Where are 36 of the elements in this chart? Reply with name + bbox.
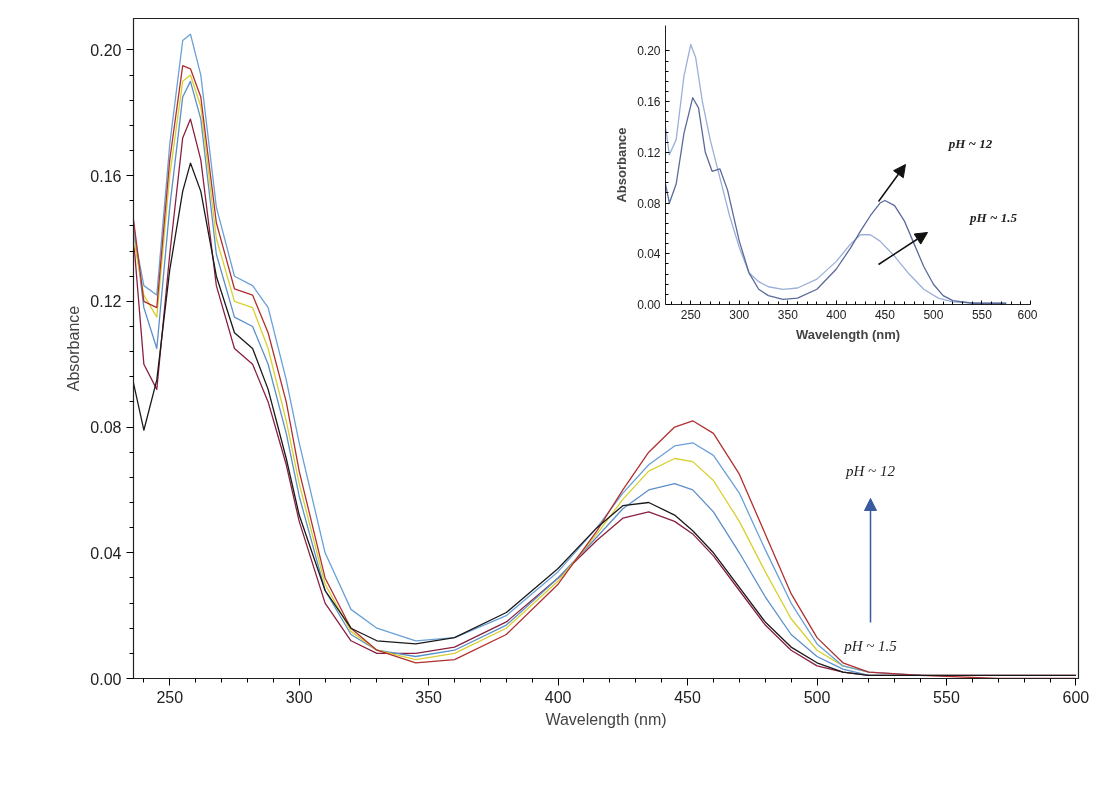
y-tick-label: 0.12	[637, 145, 661, 160]
x-tick-label: 550	[933, 688, 960, 706]
y-axis-title: Absorbance	[65, 305, 83, 392]
y-tick-label: 0.00	[637, 298, 661, 312]
x-tick-label: 400	[826, 307, 847, 322]
y-tick-label: 0.16	[637, 95, 661, 110]
y-tick-label: 0.20	[90, 41, 122, 59]
y-tick-label: 0.16	[90, 167, 122, 185]
x-tick-label: 450	[674, 688, 701, 706]
y-tick-label: 0.04	[90, 544, 122, 562]
x-tick-label: 600	[1017, 307, 1038, 322]
x-tick-label: 300	[729, 307, 750, 322]
y-tick-label: 0.08	[90, 419, 122, 437]
annotation: pH ~ 1.5	[843, 637, 898, 654]
x-tick-label: 400	[544, 688, 572, 706]
x-tick-label: 350	[777, 307, 799, 322]
x-axis-title: Wavelength (nm)	[795, 326, 901, 342]
x-tick-label: 350	[415, 688, 443, 706]
x-tick-label: 250	[156, 688, 184, 706]
annotation: pH ~ 1.5	[969, 210, 1018, 225]
x-tick-label: 500	[923, 307, 944, 322]
x-tick-label: 600	[1062, 688, 1090, 706]
x-tick-label: 250	[680, 307, 702, 322]
y-tick-label: 0.20	[637, 44, 661, 59]
x-tick-label: 550	[971, 307, 993, 322]
y-tick-label: 0.00	[90, 670, 122, 688]
x-axis-title: Wavelength (nm)	[545, 710, 667, 728]
x-tick-label: 300	[285, 688, 313, 706]
x-tick-label: 450	[874, 307, 896, 322]
y-axis-title: Absorbance	[614, 127, 630, 203]
y-tick-label: 0.04	[637, 247, 661, 262]
annotation: pH ~ 12	[947, 136, 993, 151]
y-tick-label: 0.12	[90, 293, 122, 311]
y-tick-label: 0.08	[637, 196, 661, 211]
x-tick-label: 500	[803, 688, 831, 706]
annotation: pH ~ 12	[845, 462, 896, 479]
